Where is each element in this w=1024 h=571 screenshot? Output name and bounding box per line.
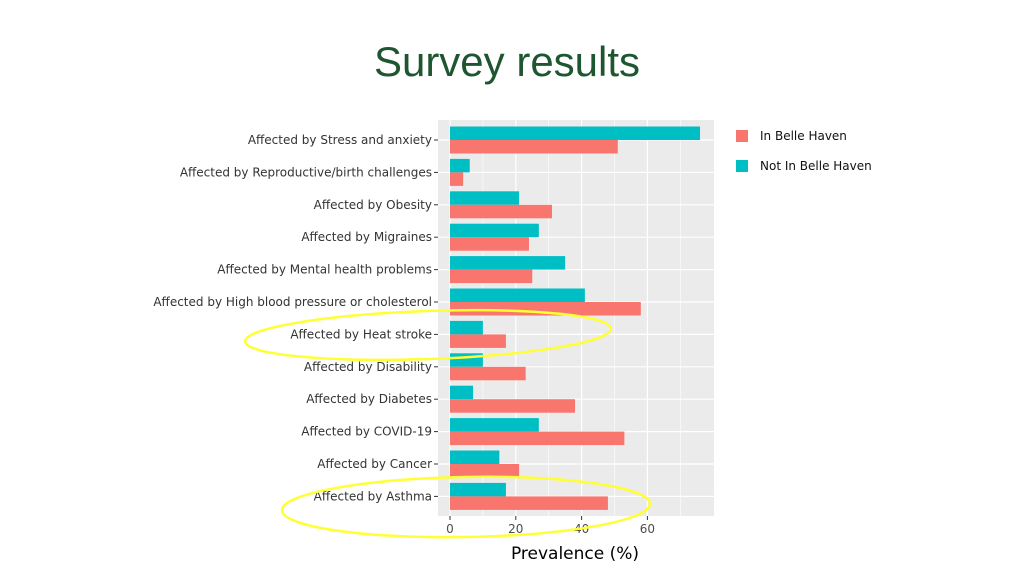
bar-not-in-belle-haven: [450, 385, 474, 400]
bar-in-belle-haven: [450, 302, 641, 316]
category-label: Affected by Reproductive/birth challenge…: [180, 165, 432, 179]
bar-not-in-belle-haven: [450, 126, 701, 140]
category-label: Affected by Disability: [304, 360, 432, 374]
bar-in-belle-haven: [450, 496, 608, 510]
bar-in-belle-haven: [450, 399, 576, 413]
bar-not-in-belle-haven: [450, 191, 520, 205]
bar-in-belle-haven: [450, 172, 464, 186]
bar-not-in-belle-haven: [450, 320, 483, 335]
plot-panel: [438, 120, 714, 516]
bar-in-belle-haven: [450, 140, 618, 154]
legend-label: In Belle Haven: [760, 129, 847, 143]
highlight-ellipse: [280, 475, 652, 539]
bar-in-belle-haven: [450, 204, 552, 219]
bar-not-in-belle-haven: [450, 288, 585, 302]
bar-in-belle-haven: [450, 464, 520, 478]
bar-not-in-belle-haven: [450, 223, 539, 238]
x-axis-title: Prevalence (%): [511, 544, 639, 564]
bar-in-belle-haven: [450, 366, 526, 381]
bar-not-in-belle-haven: [450, 158, 470, 173]
category-label: Affected by Mental health problems: [217, 263, 432, 277]
legend-swatch: [736, 130, 748, 142]
category-label: Affected by High blood pressure or chole…: [153, 295, 432, 309]
bar-in-belle-haven: [450, 237, 529, 251]
bar-not-in-belle-haven: [450, 256, 566, 270]
category-label: Affected by Asthma: [314, 489, 432, 503]
category-label: Affected by COVID-19: [301, 425, 432, 439]
category-label: Affected by Heat stroke: [290, 327, 432, 341]
x-tick-label: 0: [446, 522, 454, 536]
bar-in-belle-haven: [450, 431, 625, 446]
category-label: Affected by Diabetes: [306, 392, 432, 406]
legend-swatch: [736, 160, 748, 172]
bar-in-belle-haven: [450, 334, 506, 348]
category-label: Affected by Obesity: [314, 198, 432, 212]
category-label: Affected by Stress and anxiety: [248, 133, 432, 147]
category-label: Affected by Migraines: [301, 230, 432, 244]
x-tick-label: 60: [640, 522, 655, 536]
category-label: Affected by Cancer: [317, 457, 432, 471]
bar-in-belle-haven: [450, 269, 533, 284]
bar-not-in-belle-haven: [450, 418, 539, 432]
legend-label: Not In Belle Haven: [760, 159, 872, 173]
bar-not-in-belle-haven: [450, 450, 500, 464]
slide-title: Survey results: [373, 38, 641, 85]
highlight-ellipse: [243, 308, 613, 362]
bar-not-in-belle-haven: [450, 482, 506, 497]
x-tick-label: 20: [508, 522, 523, 536]
